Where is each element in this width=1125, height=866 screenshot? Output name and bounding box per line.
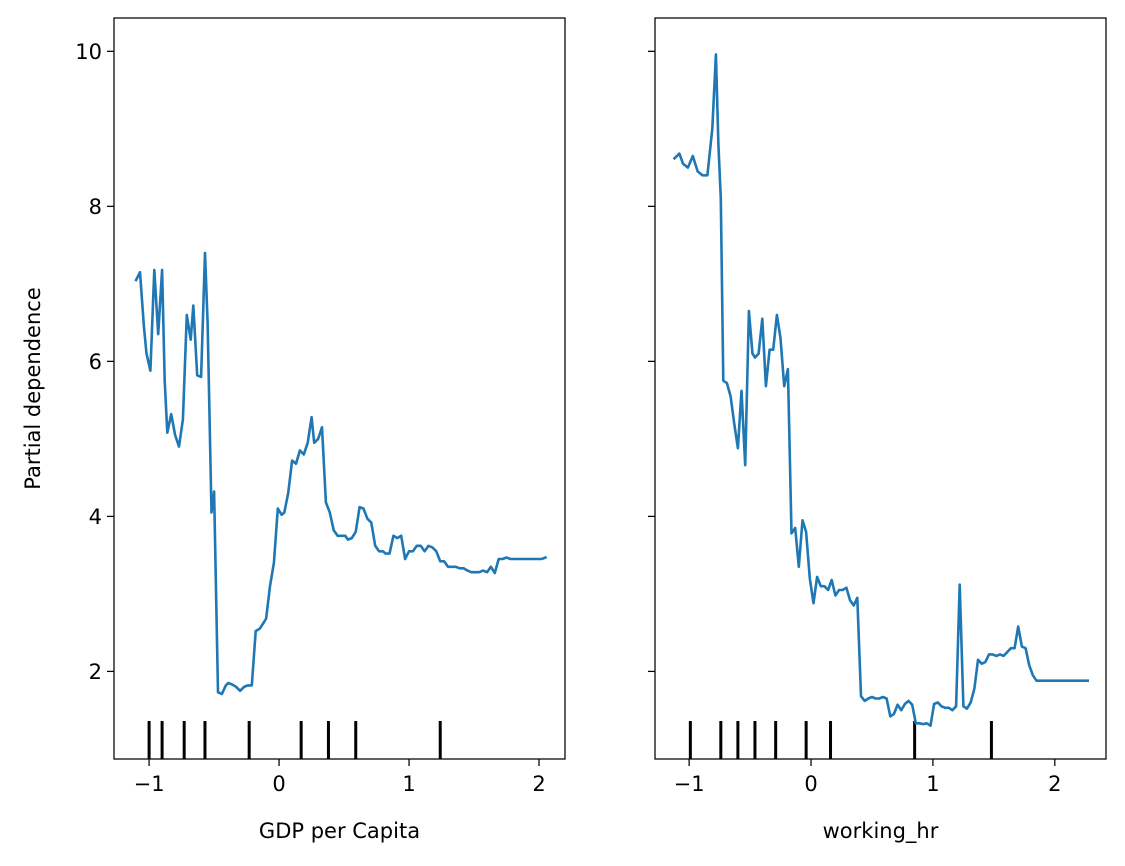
x-tick-label: −1 [674, 772, 705, 796]
y-tick-label: 2 [89, 660, 102, 684]
y-tick-label: 6 [89, 350, 102, 374]
x-tick-label: 1 [926, 772, 939, 796]
x-axis-label: working_hr [823, 819, 939, 844]
x-ticks: −1 0 1 2 [674, 759, 1061, 796]
y-tick-label: 4 [89, 505, 102, 529]
partial-dependence-line [672, 53, 1089, 728]
x-axis-label: GDP per Capita [259, 819, 420, 843]
x-tick-label: 0 [272, 772, 285, 796]
partial-dependence-line [134, 251, 548, 696]
plot-frame [113, 17, 566, 760]
subplot-working-hr: −1 0 1 2 working_hr [648, 17, 1107, 844]
decile-rug [688, 721, 993, 759]
y-ticks: 2 4 6 8 10 [75, 40, 114, 684]
series-lines [134, 251, 548, 696]
x-tick-label: −1 [134, 772, 165, 796]
x-tick-label: 2 [1048, 772, 1061, 796]
x-tick-label: 2 [532, 772, 545, 796]
y-tick-label: 10 [75, 40, 102, 64]
y-ticks [648, 50, 655, 673]
series-lines [672, 53, 1089, 728]
y-tick-label: 8 [89, 195, 102, 219]
plot-frame [654, 17, 1107, 760]
decile-rug [147, 721, 442, 759]
subplot-gdp-per-capita: −1 0 1 2 2 4 6 8 10 GDP per Capita Partial depe… [21, 17, 566, 843]
x-ticks: −1 0 1 2 [134, 759, 546, 796]
y-axis-label: Partial dependence [21, 287, 45, 490]
x-tick-label: 0 [804, 772, 817, 796]
x-tick-label: 1 [402, 772, 415, 796]
